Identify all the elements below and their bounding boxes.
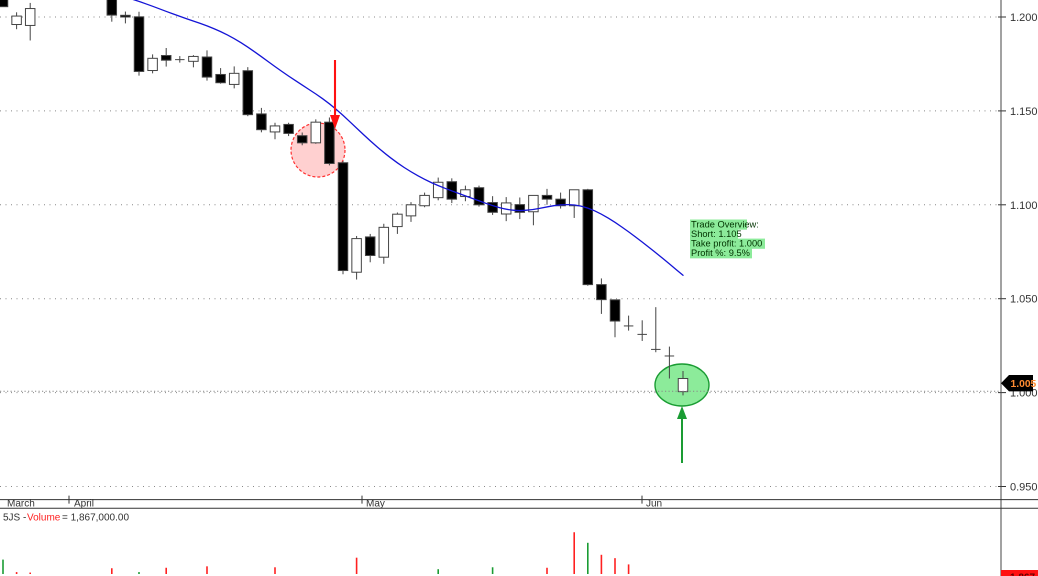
svg-text:1.200: 1.200 [1010, 12, 1038, 24]
svg-text:Trade Overview:: Trade Overview: [691, 220, 759, 230]
svg-text:Volume: Volume [27, 512, 61, 523]
svg-text:Jun: Jun [646, 498, 662, 509]
svg-text:1.150: 1.150 [1010, 106, 1038, 118]
svg-text:March: March [7, 498, 35, 509]
svg-text:5JS -: 5JS - [3, 512, 26, 523]
svg-text:Short: 1.105: Short: 1.105 [691, 229, 742, 239]
svg-text:0.950: 0.950 [1010, 482, 1038, 494]
svg-text:Take profit: 1.000: Take profit: 1.000 [691, 239, 762, 249]
svg-text:1.100: 1.100 [1010, 200, 1038, 212]
svg-text:= 1,867,000.00: = 1,867,000.00 [62, 512, 129, 523]
svg-text:Profit %: 9.5%: Profit %: 9.5% [691, 248, 750, 258]
svg-text:1.050: 1.050 [1010, 294, 1038, 306]
svg-text:May: May [366, 498, 385, 509]
svg-text:1.005: 1.005 [1011, 379, 1037, 390]
svg-text:April: April [74, 498, 94, 509]
svg-text:1,867,000: 1,867,000 [1010, 573, 1038, 576]
